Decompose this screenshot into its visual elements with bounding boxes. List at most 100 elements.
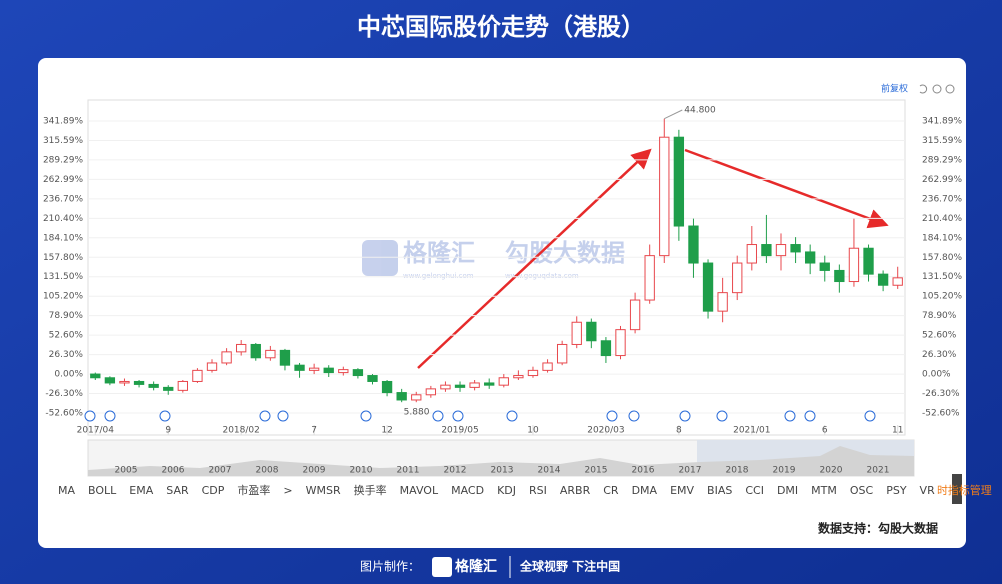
- candle-body: [192, 369, 203, 382]
- navigator-year: 2019: [773, 466, 796, 476]
- x-tick-label: 8: [676, 426, 682, 436]
- footer-logo: [432, 557, 452, 577]
- title: 中芯国际股价走势（港股）: [357, 13, 645, 41]
- indicator-tab[interactable]: MTM: [811, 484, 837, 497]
- indicator-tab[interactable]: 市盈率: [237, 483, 270, 497]
- y-tick-label: 236.70%: [922, 194, 962, 204]
- y-tick-label: -52.60%: [45, 409, 83, 419]
- indicator-tab[interactable]: OSC: [850, 484, 874, 497]
- y-tick-label: 289.29%: [922, 155, 962, 165]
- candle-body: [702, 262, 714, 312]
- candle-body: [848, 247, 860, 283]
- indicator-tab[interactable]: BIAS: [707, 484, 732, 497]
- candle-body: [761, 244, 772, 257]
- indicator-tab[interactable]: MAVOL: [400, 484, 439, 497]
- candle-body: [352, 369, 364, 377]
- candle-body: [805, 251, 816, 264]
- toolbar-icons: [919, 84, 955, 94]
- event-icon: [628, 410, 640, 422]
- x-tick-label: 10: [527, 426, 539, 436]
- indicator-tab[interactable]: EMV: [670, 484, 694, 497]
- indicator-tab[interactable]: CCI: [745, 484, 764, 497]
- navigator-year: 2012: [444, 466, 467, 476]
- candle-body: [732, 262, 743, 294]
- indicator-tab[interactable]: RSI: [529, 484, 547, 497]
- candle-body: [440, 384, 451, 390]
- x-tick-label: 11: [892, 426, 903, 436]
- indicator-tab[interactable]: VR: [920, 484, 936, 497]
- annotation-leader: [664, 109, 683, 120]
- navigator-year: 2007: [209, 466, 232, 476]
- indicator-tab[interactable]: EMA: [129, 484, 153, 497]
- candle-body: [673, 136, 685, 227]
- candle-body: [892, 277, 903, 286]
- event-icon: [360, 410, 372, 422]
- y-tick-label: 52.60%: [49, 331, 84, 341]
- y-tick-label: 78.90%: [49, 311, 84, 321]
- candle-body: [163, 386, 174, 391]
- candle-body: [484, 382, 495, 386]
- indicator-tab[interactable]: DMI: [777, 484, 798, 497]
- navigator-year: 2006: [162, 466, 185, 476]
- candle-body: [542, 362, 553, 371]
- indicator-tab[interactable]: ARBR: [560, 484, 591, 497]
- y-tick-label: 78.90%: [922, 311, 957, 321]
- event-icon: [432, 410, 444, 422]
- indicator-tab[interactable]: BOLL: [88, 484, 117, 497]
- event-icon: [277, 410, 289, 422]
- y-tick-label: 26.30%: [49, 350, 84, 360]
- indicator-tab[interactable]: SAR: [166, 484, 189, 497]
- event-icon: [804, 410, 816, 422]
- candle-body: [367, 375, 378, 382]
- indicator-tab[interactable]: MA: [58, 484, 75, 497]
- candle-body: [629, 299, 641, 331]
- indicator-tab[interactable]: CDP: [202, 484, 225, 497]
- scroll-tab[interactable]: [952, 474, 962, 504]
- x-tick-label: 2018/02: [222, 426, 259, 436]
- candle-body: [717, 292, 728, 312]
- event-icon: [716, 410, 728, 422]
- indicator-tab[interactable]: KDJ: [497, 484, 516, 497]
- indicator-tab[interactable]: >: [283, 484, 292, 497]
- navigator-year: 2005: [115, 466, 138, 476]
- candle-body: [265, 349, 276, 359]
- candle-body: [834, 269, 845, 283]
- candle-body: [206, 362, 218, 371]
- indicator-tab[interactable]: 指标管理: [948, 483, 992, 497]
- indicator-tab[interactable]: 换手率: [354, 483, 387, 497]
- candle-body: [396, 392, 407, 401]
- event-icon: [104, 410, 116, 422]
- y-tick-label: 210.40%: [922, 214, 962, 224]
- indicator-tab[interactable]: CR: [603, 484, 619, 497]
- y-tick-label: -52.60%: [922, 409, 960, 419]
- candle-body: [586, 321, 597, 342]
- candle-body: [177, 380, 188, 391]
- indicator-tab[interactable]: MACD: [451, 484, 484, 497]
- indicator-tab[interactable]: WMSR: [306, 484, 341, 497]
- adjust-button[interactable]: 前复权: [881, 83, 908, 95]
- candle-body: [279, 349, 291, 366]
- candle-body: [250, 343, 261, 359]
- candle-body: [688, 225, 699, 264]
- candle-body: [527, 369, 539, 377]
- event-icon: [606, 410, 618, 422]
- y-tick-label: 52.60%: [922, 331, 957, 341]
- y-tick-label: 105.20%: [43, 292, 83, 302]
- footer-brand: 格隆汇: [455, 558, 497, 575]
- navigator-year: 2011: [397, 466, 420, 476]
- y-tick-label: 262.99%: [922, 175, 962, 185]
- candle-body: [571, 321, 582, 345]
- candle-body: [556, 343, 568, 364]
- indicator-tab[interactable]: PSY: [886, 484, 907, 497]
- navigator-area: [88, 446, 914, 476]
- candle-body: [323, 367, 334, 374]
- y-tick-label: 0.00%: [54, 370, 83, 380]
- watermark-text: www.gelonghui.com: [403, 272, 474, 280]
- indicator-tab[interactable]: DMA: [632, 484, 658, 497]
- event-icon: [784, 410, 796, 422]
- navigator-year: 2013: [491, 466, 514, 476]
- candle-body: [513, 375, 524, 379]
- y-tick-label: 157.80%: [43, 253, 83, 263]
- indicator-tab[interactable]: 时: [937, 484, 948, 497]
